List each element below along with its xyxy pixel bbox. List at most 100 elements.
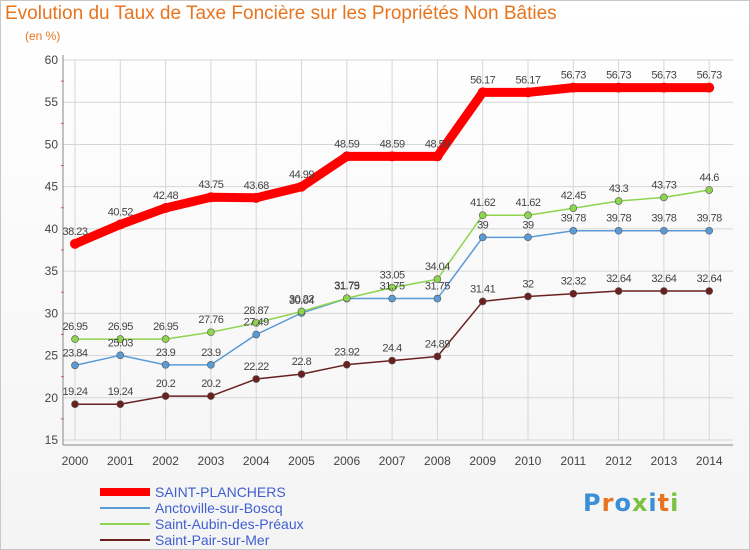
legend-label-anctoville: Anctoville-sur-Boscq: [155, 500, 283, 516]
data-label: 22.22: [244, 361, 269, 373]
data-point-1: [388, 294, 396, 303]
data-label: 19.24: [62, 386, 87, 398]
data-label: 22.8: [292, 356, 312, 368]
data-label: 25.03: [108, 337, 133, 349]
legend-swatch-saint-pair: [100, 539, 150, 541]
data-point-0: [251, 192, 262, 203]
legend-item-anctoville: Anctoville-sur-Boscq: [100, 500, 360, 516]
data-point-3: [71, 400, 79, 408]
data-point-0: [341, 151, 352, 162]
data-point-1: [252, 330, 261, 339]
data-point-2: [569, 204, 578, 212]
data-point-1: [705, 226, 714, 235]
data-point-2: [660, 193, 668, 202]
x-tick-label: 2003: [198, 454, 225, 468]
data-label: 19.24: [108, 386, 133, 398]
data-label: 44.6: [699, 172, 719, 184]
data-label: 28.87: [244, 305, 269, 317]
y-tick-label: 55: [45, 95, 59, 109]
y-tick-label: 15: [45, 433, 59, 447]
data-point-1: [660, 226, 668, 235]
data-point-3: [705, 287, 714, 295]
data-label: 34.04: [425, 261, 450, 273]
proxiti-logo: Proxiti: [583, 489, 679, 517]
x-tick-label: 2002: [152, 454, 179, 468]
data-point-1: [207, 361, 215, 369]
data-point-1: [433, 294, 442, 303]
data-point-3: [614, 287, 623, 295]
data-point-0: [658, 82, 669, 93]
data-point-0: [70, 238, 80, 249]
data-point-0: [613, 82, 624, 93]
data-point-2: [207, 328, 215, 337]
data-label: 26.95: [108, 321, 133, 333]
data-point-1: [71, 361, 79, 370]
data-label: 56.73: [697, 70, 722, 82]
data-label: 56.73: [561, 70, 586, 82]
data-point-0: [387, 151, 398, 162]
data-label: 39: [477, 219, 489, 231]
data-point-0: [704, 82, 715, 93]
y-tick-label: 50: [45, 137, 59, 151]
data-label: 31.75: [425, 281, 450, 293]
logo-letter: t: [657, 489, 671, 517]
data-point-3: [478, 297, 487, 306]
data-label: 33.05: [380, 270, 405, 282]
data-point-0: [432, 151, 443, 162]
data-label: 24.89: [425, 338, 450, 350]
data-point-3: [297, 370, 306, 378]
data-point-0: [523, 87, 533, 98]
y-tick-label: 30: [45, 306, 59, 320]
data-point-3: [116, 400, 125, 408]
data-label: 56.17: [515, 74, 540, 86]
data-point-3: [342, 360, 351, 369]
data-label: 39.78: [606, 213, 631, 225]
data-point-2: [252, 319, 261, 327]
x-tick-label: 2014: [696, 454, 723, 468]
data-point-2: [71, 335, 79, 343]
data-label: 31.79: [334, 280, 359, 292]
y-tick-label: 35: [45, 264, 59, 278]
data-label: 20.2: [156, 378, 176, 390]
data-label: 39: [522, 219, 534, 231]
data-label: 48.59: [425, 138, 450, 150]
data-point-2: [161, 335, 170, 343]
data-label: 42.45: [561, 190, 586, 202]
data-label: 42.48: [153, 190, 178, 202]
y-tick-label: 20: [45, 391, 59, 405]
data-point-3: [207, 392, 215, 400]
data-point-3: [660, 287, 668, 295]
data-point-2: [297, 307, 306, 316]
chart-subtitle: (en %): [25, 29, 61, 43]
data-label: 32.64: [697, 273, 722, 285]
data-label: 31.75: [334, 281, 359, 293]
data-label: 20.2: [201, 378, 221, 390]
data-label: 48.59: [380, 138, 405, 150]
data-label: 44.99: [289, 169, 314, 181]
logo-letter: i: [670, 489, 680, 517]
data-point-0: [160, 202, 171, 213]
data-point-0: [296, 181, 307, 192]
data-label: 23.9: [201, 347, 221, 359]
x-tick-label: 2005: [288, 454, 315, 468]
data-label: 26.95: [153, 321, 178, 333]
data-point-2: [478, 211, 487, 220]
y-tick-label: 60: [45, 53, 59, 67]
data-label: 32.64: [606, 273, 631, 285]
data-label: 31.41: [470, 283, 495, 295]
logo-letter: x: [631, 489, 649, 517]
x-tick-label: 2011: [560, 454, 586, 468]
y-tick-label: 25: [45, 349, 59, 363]
data-point-1: [524, 233, 532, 242]
data-label: 27.76: [198, 314, 223, 326]
data-point-3: [524, 292, 532, 301]
legend-label-saint-aubin: Saint-Aubin-des-Préaux: [155, 516, 304, 532]
data-label: 39.78: [561, 213, 586, 225]
x-tick-label: 2004: [243, 454, 270, 468]
y-tick-label: 40: [45, 222, 59, 236]
data-point-0: [477, 87, 488, 98]
legend-swatch-saint-planchers: [100, 488, 150, 496]
data-label: 23.9: [156, 347, 176, 359]
data-label: 41.62: [470, 197, 495, 209]
